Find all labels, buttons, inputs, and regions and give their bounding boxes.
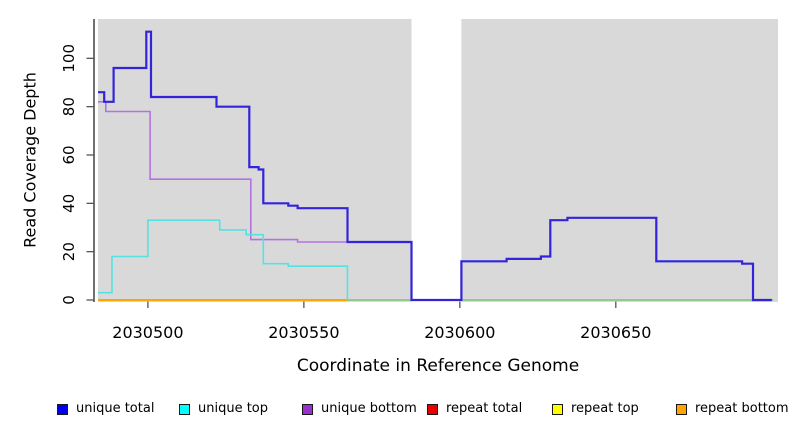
- x-tick-label: 2030650: [580, 323, 651, 342]
- y-tick-label: 60: [60, 145, 78, 164]
- legend-label-repeat-bottom: repeat bottom: [695, 401, 789, 416]
- y-tick-label: 40: [60, 194, 78, 213]
- series-line-unique-bottom: [98, 101, 412, 243]
- legend-label-repeat-top: repeat top: [571, 401, 639, 416]
- y-tick-label: 80: [60, 97, 78, 116]
- legend-item-unique-bottom: unique bottom: [302, 399, 417, 419]
- coverage-chart: 0 20 40 60 80 100 2030500 2030550 2030600 2030650: [60, 19, 778, 342]
- legend-swatch-repeat-total: [427, 403, 438, 415]
- y-axis-title: Read Coverage Depth: [20, 72, 40, 248]
- y-tick-label: 0: [60, 295, 78, 305]
- plot-background-left: [98, 19, 412, 302]
- legend-swatch-unique-bottom: [302, 403, 313, 415]
- legend-item-unique-total: unique total: [57, 399, 154, 419]
- legend-label-unique-top: unique top: [198, 401, 269, 416]
- plot-background-right: [461, 19, 778, 302]
- legend-swatch-repeat-bottom: [676, 403, 687, 415]
- legend: unique total unique top unique bottom repea…: [0, 399, 792, 425]
- legend-swatch-unique-top: [179, 403, 190, 415]
- y-tick-label: 100: [60, 44, 78, 73]
- x-axis-title: Coordinate in Reference Genome: [296, 356, 580, 376]
- legend-item-repeat-total: repeat total: [427, 399, 522, 419]
- legend-item-unique-top: unique top: [179, 399, 268, 419]
- legend-swatch-repeat-top: [552, 403, 563, 415]
- y-tick-label: 20: [60, 242, 78, 261]
- legend-swatch-unique-total: [57, 403, 68, 415]
- series-line-unique-total: [98, 30, 772, 302]
- series-line-unique-top: [98, 219, 349, 300]
- legend-label-repeat-total: repeat total: [446, 401, 523, 416]
- legend-item-repeat-top: repeat top: [552, 399, 639, 419]
- x-tick-label: 2030600: [424, 323, 495, 342]
- legend-item-repeat-bottom: repeat bottom: [676, 399, 789, 419]
- legend-label-unique-total: unique total: [76, 401, 155, 416]
- x-tick-label: 2030500: [112, 323, 183, 342]
- legend-label-unique-bottom: unique bottom: [321, 401, 417, 416]
- x-tick-label: 2030550: [268, 323, 339, 342]
